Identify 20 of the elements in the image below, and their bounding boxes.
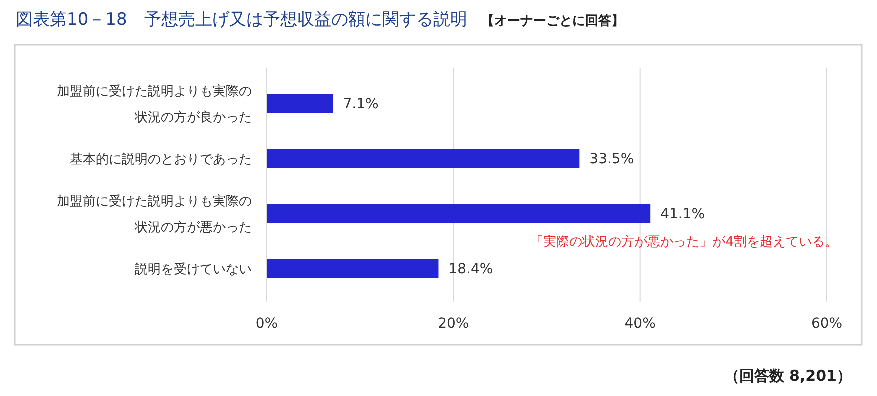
y-tick-label: 加盟前に受けた説明よりも実際の状況の方が悪かった	[57, 194, 252, 236]
y-tick-label: 説明を受けていない	[135, 262, 252, 278]
x-tick-label: 40%	[624, 316, 656, 332]
data-label: 18.4%	[448, 262, 494, 278]
x-tick-label: 60%	[811, 316, 843, 332]
data-label: 41.1%	[660, 206, 706, 222]
y-tick-label: 基本的に説明のとおりであった	[70, 152, 252, 168]
y-tick-label: 加盟前に受けた説明よりも実際の状況の方が良かった	[57, 84, 252, 126]
bar	[267, 94, 334, 113]
data-label: 7.1%	[343, 96, 379, 112]
annotation: 「実際の状況の方が悪かった」が4割を超えている。	[530, 234, 838, 250]
bar	[267, 204, 651, 223]
x-tick-label: 0%	[256, 316, 278, 332]
data-label: 33.5%	[590, 152, 634, 168]
chart-subtitle: 【オーナーごとに回答】	[481, 13, 624, 29]
bar	[267, 259, 439, 278]
bar	[267, 149, 580, 168]
chart-title: 図表第10－18 予想売上げ又は予想収益の額に関する説明	[16, 10, 468, 30]
text: （回答数 8,201）	[724, 367, 852, 385]
x-tick-label: 20%	[438, 316, 470, 332]
